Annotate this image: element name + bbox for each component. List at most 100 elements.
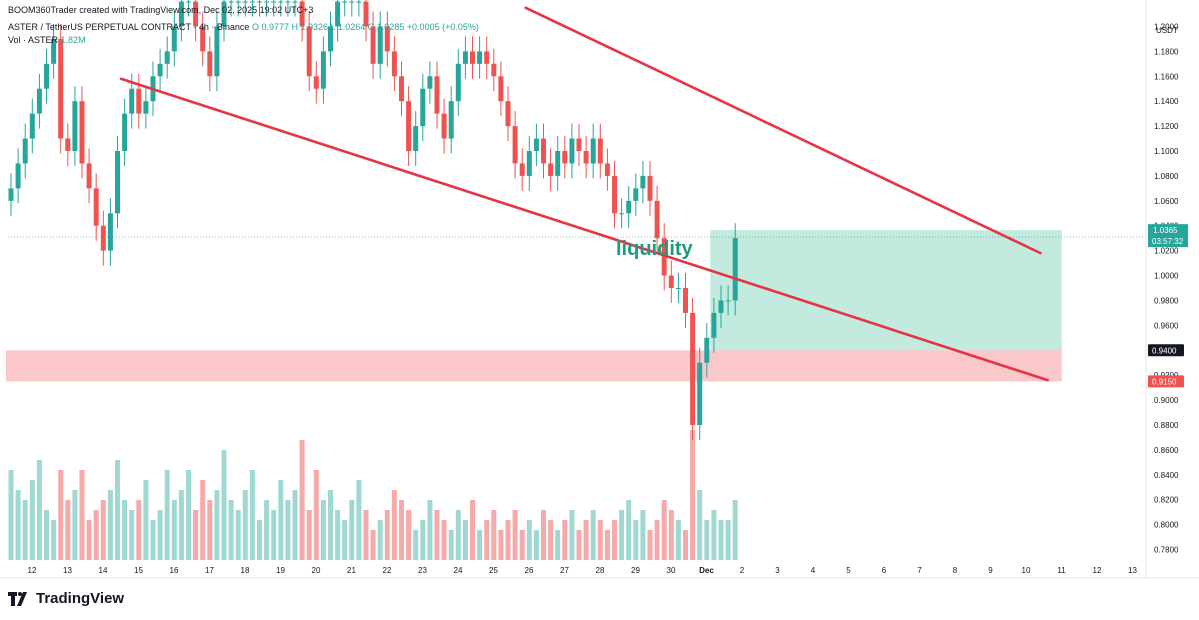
volume-bar — [477, 530, 483, 560]
candle-body — [491, 63, 497, 77]
candle-body — [470, 51, 475, 64]
candle-body — [285, 1, 291, 3]
zones — [6, 230, 1146, 382]
price-tick-label: 1.0200 — [1154, 247, 1179, 256]
time-tick-label: 16 — [170, 566, 179, 575]
last-price-tag — [1148, 224, 1188, 248]
volume-bar — [200, 480, 206, 560]
time-tick-label: 11 — [1057, 566, 1066, 575]
volume-bar — [207, 500, 213, 560]
time-tick-label: 28 — [596, 566, 605, 575]
candle-body — [583, 151, 589, 164]
candle-body — [668, 275, 674, 288]
volume-bar — [718, 520, 724, 560]
candle-body — [377, 26, 383, 64]
last-price-countdown: 03:57:32 — [1152, 237, 1184, 246]
candle-body — [164, 51, 170, 64]
price-tick-label: 1.1800 — [1154, 47, 1179, 56]
volume-bar — [264, 500, 270, 560]
price-tick-label: 0.8400 — [1154, 471, 1179, 480]
price-tick-label: 1.1000 — [1154, 147, 1179, 156]
candle-body — [200, 26, 206, 52]
time-tick-label: 29 — [631, 566, 640, 575]
candle-body — [171, 26, 177, 52]
candle-body — [186, 1, 191, 3]
candle-body — [697, 362, 703, 425]
volume-bar — [732, 500, 738, 560]
volume-bar — [186, 470, 191, 560]
volume-bar — [427, 500, 433, 560]
candle-body — [235, 1, 241, 3]
volume-bar — [171, 500, 177, 560]
candle-body — [157, 63, 163, 77]
candle-body — [228, 1, 234, 3]
volume-bar — [292, 490, 298, 560]
price-tick-label: 0.7800 — [1154, 546, 1179, 555]
price-tick-label: 0.9600 — [1154, 321, 1179, 330]
ohlc-high: H 1.0326 — [291, 22, 329, 32]
price-tick-label: 1.2000 — [1154, 22, 1179, 31]
price-tick-label: 0.9000 — [1154, 396, 1179, 405]
time-tick-label: 13 — [63, 566, 72, 575]
time-tick-label: 2 — [740, 566, 745, 575]
candle-body — [427, 76, 433, 89]
volume-bar — [583, 520, 589, 560]
volume-bar — [399, 500, 404, 560]
volume-bar — [626, 500, 632, 560]
volume-bar — [349, 500, 355, 560]
volume-bar — [214, 490, 220, 560]
candle-body — [441, 113, 447, 139]
volume-bar — [675, 520, 681, 560]
candle-body — [590, 138, 596, 164]
volume-bar — [29, 480, 35, 560]
candle-body — [725, 300, 731, 302]
candle-body — [8, 188, 14, 201]
candle-body — [569, 138, 575, 164]
brand-name: TradingView — [36, 590, 125, 607]
time-tick-label: 14 — [99, 566, 108, 575]
price-tick-label: 1.0000 — [1154, 272, 1179, 281]
tradingview-logo[interactable]: TradingView — [8, 590, 124, 607]
candle-body — [363, 1, 369, 27]
volume-bar — [576, 530, 582, 560]
volume-bar — [342, 520, 348, 560]
volume-bar — [505, 520, 511, 560]
volume-bar — [697, 490, 703, 560]
price-tick-label: 0.8200 — [1154, 496, 1179, 505]
candle-body — [278, 1, 284, 3]
candle-body — [420, 88, 426, 127]
volume-bar — [257, 520, 262, 560]
price-tick-label: 1.1200 — [1154, 122, 1179, 131]
price-tick-label: 1.0800 — [1154, 172, 1179, 181]
candle-body — [249, 1, 255, 3]
time-tick-label: Dec — [699, 566, 714, 575]
volume-bar — [498, 530, 504, 560]
volume-bar — [491, 510, 497, 560]
time-tick-label: 12 — [28, 566, 37, 575]
candle-body — [391, 51, 397, 77]
ohlc-change: +0.0005 (+0.05%) — [406, 22, 479, 32]
volume-bar — [668, 510, 674, 560]
volume-bar — [661, 500, 667, 560]
ohlc-close: C 1.0285 — [367, 22, 405, 32]
time-axis: 12 13 14 15 16 17 18 19 20 21 22 23 24 25 26 27 28 29 30 De… — [28, 566, 1138, 575]
candle-body — [690, 312, 696, 425]
time-tick-label: 3 — [775, 566, 780, 575]
volume-label: Vol · ASTER — [8, 35, 59, 45]
candle-body — [477, 51, 483, 64]
time-tick-label: 25 — [489, 566, 498, 575]
price-tags: 1.0365 03:57:32 0.9400 0.9150 — [1148, 224, 1188, 388]
ohlc-open: O 0.9777 — [251, 22, 289, 32]
candle-body — [654, 200, 660, 239]
chart-credit: BOOM360Trader created with TradingView.c… — [8, 5, 314, 15]
volume-bar — [604, 530, 610, 560]
volume-bar — [640, 510, 646, 560]
candle-body — [65, 138, 71, 151]
price-tick-label: 0.8000 — [1154, 521, 1179, 530]
target-zone — [710, 230, 1062, 351]
time-tick-label: 22 — [383, 566, 392, 575]
candle-body — [93, 188, 99, 226]
candle-body — [711, 312, 717, 338]
candle-body — [292, 1, 298, 3]
